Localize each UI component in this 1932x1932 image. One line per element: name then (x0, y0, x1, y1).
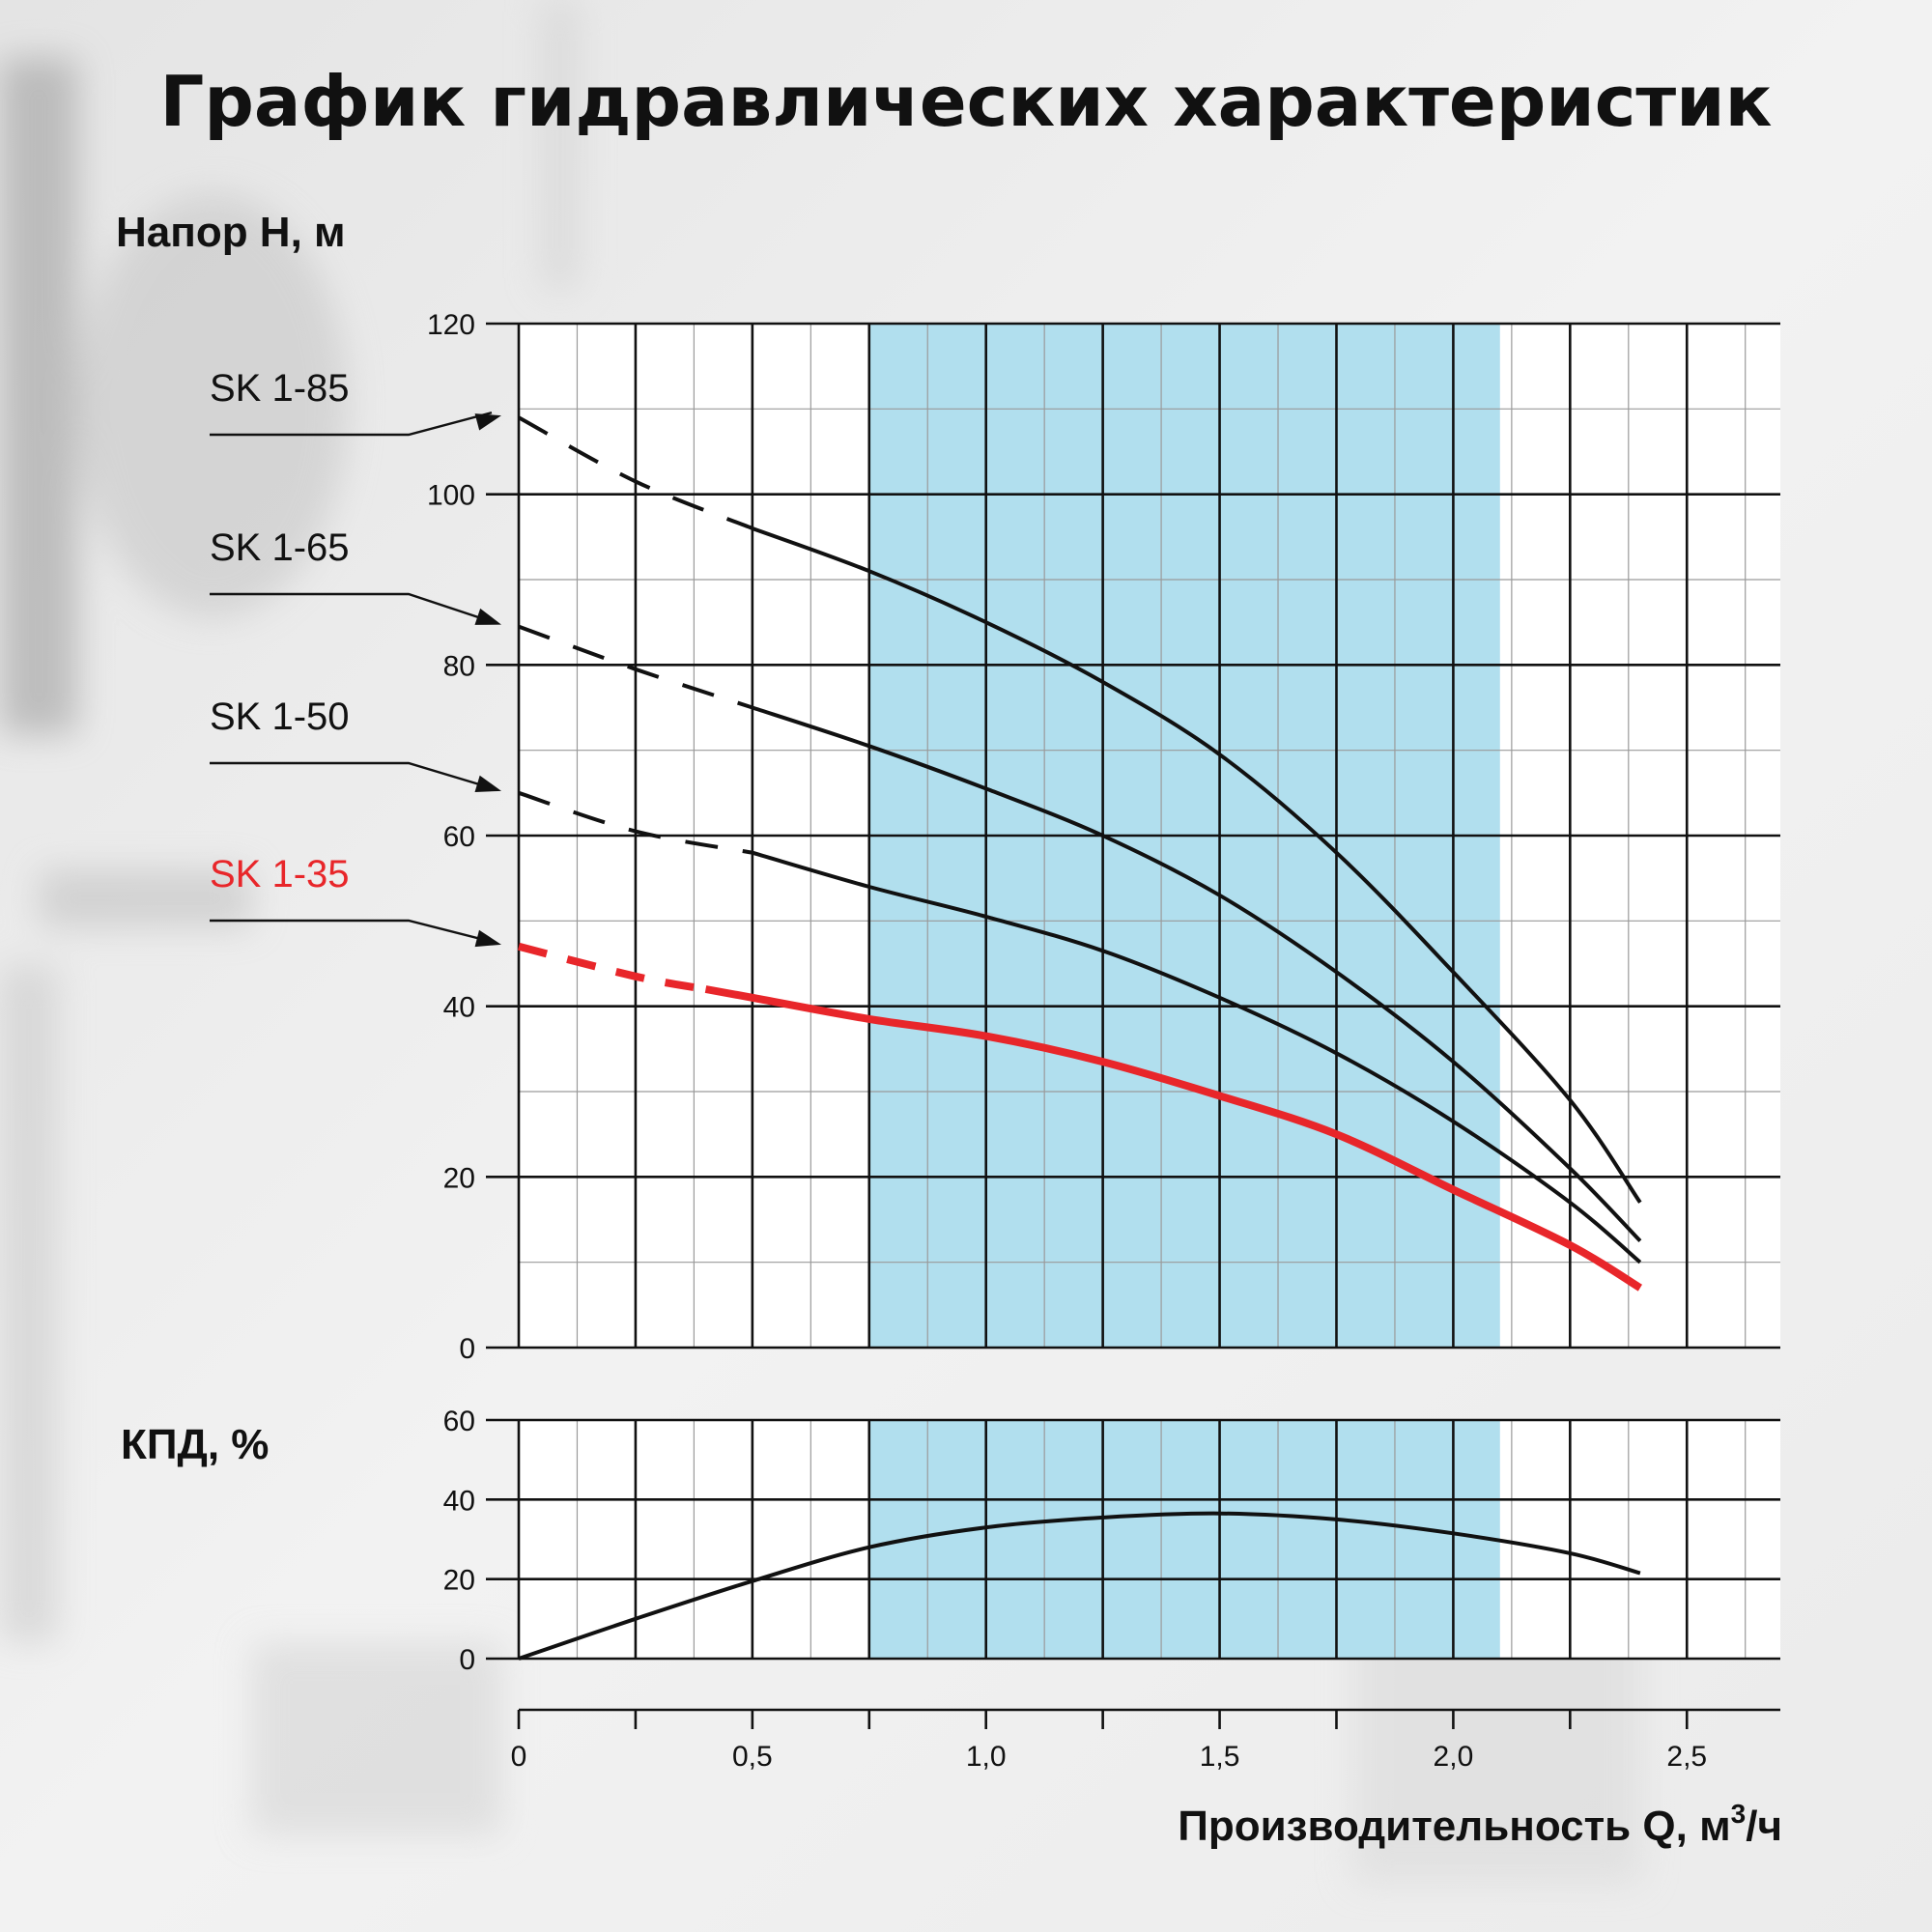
x-axis-label-main: Производительность Q, м (1178, 1803, 1730, 1850)
x-tick-label: 1,5 (1200, 1741, 1240, 1773)
series-label: SK 1-50 (210, 696, 350, 738)
x-tick-label: 0,5 (732, 1741, 773, 1773)
arrowhead (474, 608, 501, 625)
arrowhead (474, 929, 501, 948)
series-leader-line (210, 761, 493, 789)
x-axis-label: Производительность Q, м3/ч (1178, 1799, 1782, 1850)
y-tick-label: 60 (443, 821, 475, 853)
head-plot: 0 20 40 60 80 100 120 SK 1-85 SK 1-65 SK 1-50 SK 1… (210, 309, 1780, 1365)
series-line-sk-1-85 (752, 526, 1642, 1204)
series-line-sk-1-50 (752, 850, 1642, 1264)
series-label: SK 1-85 (210, 367, 350, 410)
operating-range-band (868, 1420, 1500, 1659)
series-leader-line (210, 919, 493, 943)
x-tick-label: 2,5 (1666, 1741, 1707, 1773)
x-axis: 0 0,5 1,0 1,5 2,0 2,5 (511, 1708, 1780, 1773)
y-tick-label: 40 (443, 1485, 475, 1517)
y-tick-label: 0 (459, 1644, 475, 1676)
arrowhead (474, 413, 501, 431)
y-tick-label: 60 (443, 1406, 475, 1437)
y-tick-label: 20 (443, 1162, 475, 1194)
series-dashed-sk-1-50 (518, 790, 753, 855)
series-dashed-sk-1-85 (518, 415, 753, 530)
series-leader-line (210, 412, 493, 437)
x-axis-label-tail: /ч (1746, 1803, 1782, 1850)
y-tick-label: 40 (443, 992, 475, 1024)
series-dashed-sk-1-35 (518, 942, 707, 993)
head-axis-label: Напор H, м (116, 209, 346, 256)
series-line-sk-1-65 (752, 705, 1642, 1242)
y-tick-label: 0 (459, 1333, 475, 1365)
series-label: SK 1-65 (210, 526, 350, 569)
x-tick-label: 2,0 (1434, 1741, 1474, 1773)
arrowhead (474, 775, 501, 792)
series-label: SK 1-35 (210, 853, 350, 895)
y-tick-label: 120 (427, 309, 475, 341)
efficiency-plot: 0 20 40 60 (443, 1406, 1780, 1676)
y-tick-label: 100 (427, 480, 475, 512)
chart-title: График гидравлических характеристик (160, 61, 1773, 142)
series-dashed-sk-1-65 (518, 624, 753, 710)
x-tick-label: 1,0 (966, 1741, 1007, 1773)
x-tick-label: 0 (511, 1741, 527, 1773)
series-line-sk-1-35 (704, 985, 1642, 1292)
efficiency-curve (518, 1511, 1641, 1661)
x-axis-label-sup: 3 (1731, 1799, 1747, 1829)
y-tick-label: 20 (443, 1565, 475, 1597)
y-tick-label: 80 (443, 650, 475, 682)
efficiency-axis-label: КПД, % (121, 1421, 269, 1468)
series-leader-line (210, 592, 493, 623)
